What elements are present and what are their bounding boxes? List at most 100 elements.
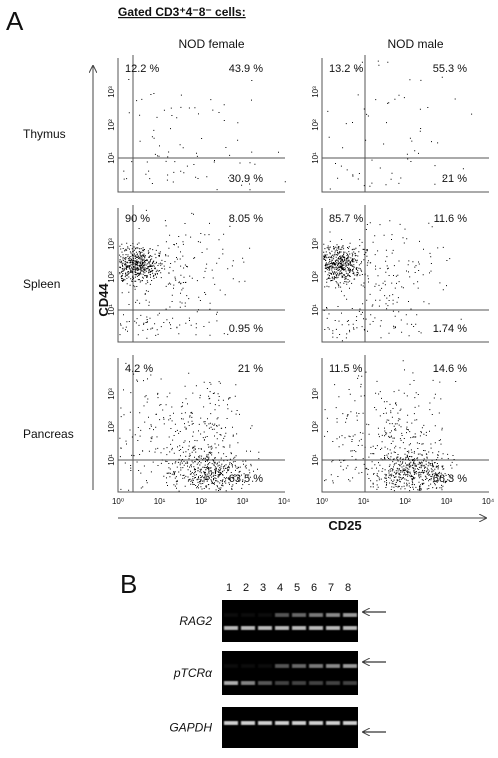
gel-band (326, 681, 340, 685)
gel-image (222, 600, 358, 642)
quadrant-percent: 13.2 % (329, 63, 363, 75)
gel-band (241, 613, 255, 617)
quadrant-percent: 0.95 % (229, 323, 263, 335)
y-tick-label: 10³ (311, 238, 320, 250)
gel-image (222, 707, 358, 748)
y-tick-label: 10² (311, 421, 320, 433)
gel-band (258, 626, 272, 630)
row-label: Spleen (23, 277, 60, 291)
column-header: NOD female (178, 37, 244, 51)
gel-band (309, 721, 323, 725)
x-tick-label: 10⁰ (112, 497, 124, 506)
x-tick-label: 10⁴ (278, 497, 291, 506)
gel-band (258, 664, 272, 668)
gel-band (326, 664, 340, 668)
x-tick-label: 10¹ (154, 497, 166, 506)
y-tick-label: 10¹ (107, 304, 116, 316)
y-tick-label: 10³ (107, 86, 116, 98)
quadrant-percent: 1.74 % (433, 323, 467, 335)
quadrant-percent: 21 % (238, 363, 263, 375)
plot-frame (117, 358, 285, 493)
dot-plot: 10¹ 10² 10³ 85.7 % 11.6 % 1.74 % (311, 205, 489, 343)
y-tick-label: 10² (107, 271, 116, 283)
panel-title: Gated CD3⁺4⁻8⁻ cells: (118, 5, 246, 19)
lane-number: 5 (294, 582, 300, 594)
column-header: NOD male (387, 37, 443, 51)
dot-plot: 10¹ 10² 10³ 11.5 % 14.6 % 66.3 % 10⁰ 10¹ 10² 10³ 1… (311, 355, 495, 506)
gene-label: GAPDH (169, 721, 212, 735)
gene-label: pTCRα (173, 666, 213, 680)
gel-band (309, 664, 323, 668)
y-tick-label: 10¹ (311, 152, 320, 164)
gel-band (343, 626, 357, 630)
row-label: Thymus (23, 127, 66, 141)
gel-band (309, 681, 323, 685)
x-tick-label: 10² (399, 497, 411, 506)
gel-band (275, 626, 289, 630)
x-tick-label: 10⁰ (316, 497, 328, 506)
gel-band (224, 681, 238, 685)
dot-plot: 10¹ 10² 10³ 4.2 % 21 % 63.5 % 10⁰ 10¹ 10² 10³ 10⁴ (107, 355, 291, 506)
gel-band (241, 681, 255, 685)
quadrant-percent: 14.6 % (433, 363, 467, 375)
y-tick-label: 10² (107, 119, 116, 131)
y-tick-label: 10³ (311, 86, 320, 98)
quadrant-percent: 8.05 % (229, 213, 263, 225)
plot-frame (321, 208, 489, 343)
flow-plots: NOD female NOD male Thymus Spleen Pancreas 10… (23, 37, 495, 506)
gel-band (326, 721, 340, 725)
gel-band (292, 613, 306, 617)
y-tick-label: 10² (311, 119, 320, 131)
y-tick-label: 10² (311, 271, 320, 283)
y-tick-label: 10¹ (311, 304, 320, 316)
x-tick-label: 10³ (237, 497, 249, 506)
plot-frame (321, 358, 489, 493)
quadrant-percent: 30.9 % (229, 173, 263, 185)
plot-frame (321, 58, 489, 193)
quadrant-percent: 85.7 % (329, 213, 363, 225)
plot-frame (117, 208, 285, 343)
y-tick-label: 10³ (311, 388, 320, 400)
gel-panel: 1 2 3 4 5 6 7 8 RAG2 pTCRα GAPDH (169, 582, 386, 748)
gel-band (275, 613, 289, 617)
y-tick-label: 10¹ (107, 152, 116, 164)
y-tick-label: 10¹ (311, 454, 320, 466)
gel-band (275, 664, 289, 668)
gel-band (326, 626, 340, 630)
event-dots (327, 60, 473, 190)
gel-band (275, 721, 289, 725)
lane-number: 8 (345, 582, 351, 594)
x-tick-label: 10⁴ (482, 497, 495, 506)
quadrant-percent: 90 % (125, 213, 150, 225)
gel-band (241, 664, 255, 668)
quadrant-percent: 66.3 % (433, 473, 467, 485)
y-axis-label: CD44 (96, 283, 111, 317)
dot-plot: 10¹ 10² 10³ 12.2 % 43.9 % 30.9 % (107, 55, 286, 193)
y-tick-label: 10³ (107, 388, 116, 400)
lane-number: 6 (311, 582, 317, 594)
panel-label: B (120, 569, 137, 599)
quadrant-percent: 11.5 % (329, 363, 363, 375)
x-tick-label: 10¹ (358, 497, 370, 506)
gel-band (343, 721, 357, 725)
gel-band (292, 681, 306, 685)
gel-band (326, 613, 340, 617)
lane-number: 2 (243, 582, 249, 594)
gel-band (241, 626, 255, 630)
lane-number: 7 (328, 582, 334, 594)
quadrant-percent: 12.2 % (125, 63, 159, 75)
gel-band (224, 626, 238, 630)
gel-band (292, 721, 306, 725)
y-tick-label: 10¹ (107, 454, 116, 466)
gel-band (343, 613, 357, 617)
gel-band (275, 681, 289, 685)
y-tick-label: 10³ (107, 238, 116, 250)
lane-number: 4 (277, 582, 283, 594)
gel-band (258, 681, 272, 685)
gel-band (258, 721, 272, 725)
lane-number: 3 (260, 582, 266, 594)
row-label: Pancreas (23, 427, 74, 441)
gel-band (309, 613, 323, 617)
gel-band (224, 664, 238, 668)
